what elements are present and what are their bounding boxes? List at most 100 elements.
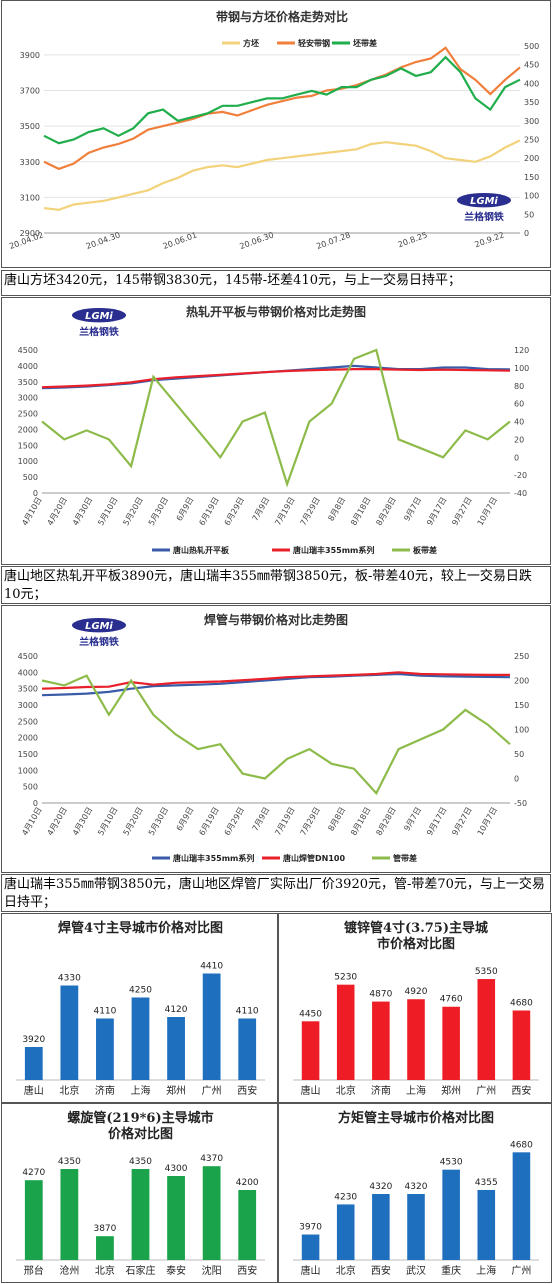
bar-重庆 — [442, 1169, 460, 1260]
bar-chart-spiral-pipe-svg: 螺旋管(219*6)主导城市价格对比图 4270 邢台 4350 沧州 3870 北京 435… — [16, 1110, 265, 1277]
category-label: 沧州 — [59, 1264, 79, 1277]
y-left-tick-label: 500 — [23, 783, 38, 792]
x-tick-label: 6月29日 — [223, 496, 246, 528]
logo-text: 兰格钢铁 — [79, 635, 119, 648]
bar-广州 — [202, 973, 221, 1080]
chart-welded-pipe-vs-strip: 焊管与带钢价格对比走势图 0 500 1000 1500 2000 2500 3000 3500… — [1, 605, 551, 873]
y-right-tick-label: 200 — [514, 677, 529, 686]
series-line-轻安带钢 — [43, 46, 521, 171]
series-line-唐山焊管DN100 — [41, 671, 510, 690]
y-right-tick-label: 400 — [524, 79, 539, 88]
series-line-管带差 — [41, 674, 511, 796]
y-left-tick-label: 2500 — [18, 410, 38, 419]
y-right-tick-label: 80 — [514, 382, 524, 391]
bar-济南 — [96, 1018, 114, 1080]
series-line-方坯 — [43, 139, 521, 211]
category-label: 唐山 — [301, 1264, 321, 1277]
bar-沈阳 — [202, 1166, 221, 1260]
bar-value-label: 4680 — [510, 1140, 533, 1150]
bar-value-label: 4230 — [334, 1192, 357, 1202]
x-tick-label: 5月30日 — [147, 496, 170, 528]
chart-title: 热轧开平板与带钢价格对比走势图 — [186, 304, 366, 319]
y-right-tick-label: 300 — [524, 117, 539, 126]
series-line-坯带差 — [43, 55, 521, 145]
y-right-tick-label: 100 — [524, 192, 539, 201]
x-tick-label: 9月27日 — [450, 496, 473, 528]
y-left-tick-label: 3000 — [18, 394, 38, 403]
x-tick-label: 5月20日 — [121, 496, 144, 528]
chart-strip-vs-billet: 带钢与方坯价格走势对比 2900 3100 3300 3500 3700 3900 0 50 10… — [1, 0, 551, 268]
y-left-tick-label: 3000 — [18, 701, 38, 710]
legend-label: 唐山瑞丰355mm系列 — [173, 853, 254, 863]
x-tick-label: 7月19日 — [273, 806, 296, 838]
logo-mark: LGMi — [85, 311, 113, 322]
category-label: 上海 — [406, 1084, 426, 1097]
legend-label: 轻安带钢 — [298, 38, 330, 48]
bar-chart-welded-pipe: 焊管4寸主导城市价格对比图 3920 唐山 4330 北京 4110 济南 4250 上海 412… — [1, 913, 278, 1103]
y-left-tick-label: 2900 — [20, 229, 40, 238]
x-tick-label: 4月10日 — [20, 496, 43, 528]
x-tick-label: 8月28日 — [374, 806, 397, 838]
bar-value-label: 4320 — [369, 1182, 392, 1192]
bar-上海 — [407, 999, 425, 1080]
y-right-tick-label: 200 — [524, 154, 539, 163]
bar-西安 — [372, 1194, 390, 1260]
caption-welded-pipe: 唐山瑞丰355㎜带钢3850元，唐山地区焊管厂实际出厂价3920元，管-带差70… — [1, 874, 551, 912]
bar-唐山 — [24, 1047, 43, 1080]
category-label: 泰安 — [166, 1264, 186, 1277]
y-right-tick-label: 50 — [514, 750, 524, 759]
category-label: 北京 — [95, 1264, 115, 1277]
bar-chart-square-tube: 方矩管主导城市价格对比图 3970 唐山 4230 北京 4320 西安 4320 武汉 4530… — [278, 1103, 552, 1283]
category-label: 西安 — [237, 1264, 257, 1277]
bar-沧州 — [60, 1169, 79, 1260]
bar-value-label: 4200 — [236, 1178, 259, 1188]
logo-mark: LGMi — [470, 196, 498, 207]
x-tick-label: 6月9日 — [175, 496, 196, 523]
y-left-tick-label: 4500 — [18, 652, 38, 661]
bar-西安 — [238, 1190, 257, 1260]
chart-welded-pipe-vs-strip-svg: 焊管与带钢价格对比走势图0500100015002000250030003500… — [18, 612, 530, 863]
legend-label: 管带差 — [393, 853, 417, 863]
caption-strip-billet: 唐山方坯3420元，145带钢3830元，145带-坯差410元，与上一交易日持… — [1, 270, 551, 296]
x-tick-label: 9月17日 — [425, 496, 448, 528]
bar-value-label: 4330 — [58, 974, 81, 984]
category-label: 重庆 — [441, 1264, 461, 1277]
bar-value-label: 4355 — [475, 1178, 498, 1188]
bar-value-label: 4270 — [22, 1168, 45, 1178]
legend-label: 唐山焊管DN100 — [283, 853, 345, 863]
bar-value-label: 3920 — [22, 1035, 45, 1045]
y-left-tick-label: 1500 — [18, 441, 38, 450]
x-tick-label: 6月9日 — [175, 806, 196, 833]
bar-北京 — [96, 1236, 114, 1260]
y-right-tick-label: 350 — [524, 98, 539, 107]
x-tick-label: 6月19日 — [197, 496, 220, 528]
logo-text: 兰格钢铁 — [79, 325, 119, 338]
bar-value-label: 4350 — [58, 1157, 81, 1167]
x-tick-label: 5月30日 — [147, 806, 170, 838]
y-left-tick-label: 1000 — [18, 766, 38, 775]
y-left-tick-label: 3500 — [20, 122, 40, 131]
bar-chart-welded-pipe-svg: 焊管4寸主导城市价格对比图 3920 唐山 4330 北京 4110 济南 4250 上海 412… — [16, 920, 265, 1097]
x-tick-label: 4月20日 — [46, 496, 69, 528]
chart-hot-rolled-vs-strip-svg: 热轧开平板与带钢价格对比走势图0500100015002000250030003… — [18, 304, 530, 555]
category-label: 济南 — [95, 1084, 115, 1097]
series-line-唐山瑞丰355mm系列 — [41, 672, 511, 697]
y-left-tick-label: 4000 — [18, 362, 38, 371]
y-right-tick-label: 0 — [514, 453, 519, 462]
x-tick-label: 8月18日 — [349, 496, 372, 528]
chart-title: 螺旋管(219*6)主导城市 — [67, 1110, 213, 1126]
x-tick-label: 20.06.30 — [238, 230, 275, 251]
bar-泰安 — [167, 1176, 185, 1260]
category-label: 北京 — [336, 1084, 356, 1097]
bar-北京 — [60, 985, 79, 1080]
bar-value-label: 4450 — [299, 1009, 322, 1019]
bar-value-label: 4760 — [440, 995, 463, 1005]
bar-value-label: 4370 — [200, 1154, 223, 1164]
x-tick-label: 5月10日 — [96, 806, 119, 838]
x-tick-label: 4月20日 — [46, 806, 69, 838]
category-label: 沈阳 — [202, 1264, 222, 1277]
x-tick-label: 4月10日 — [20, 806, 43, 838]
y-left-tick-label: 3300 — [20, 158, 40, 167]
y-right-tick-label: 100 — [514, 364, 529, 373]
y-left-tick-label: 2500 — [18, 717, 38, 726]
